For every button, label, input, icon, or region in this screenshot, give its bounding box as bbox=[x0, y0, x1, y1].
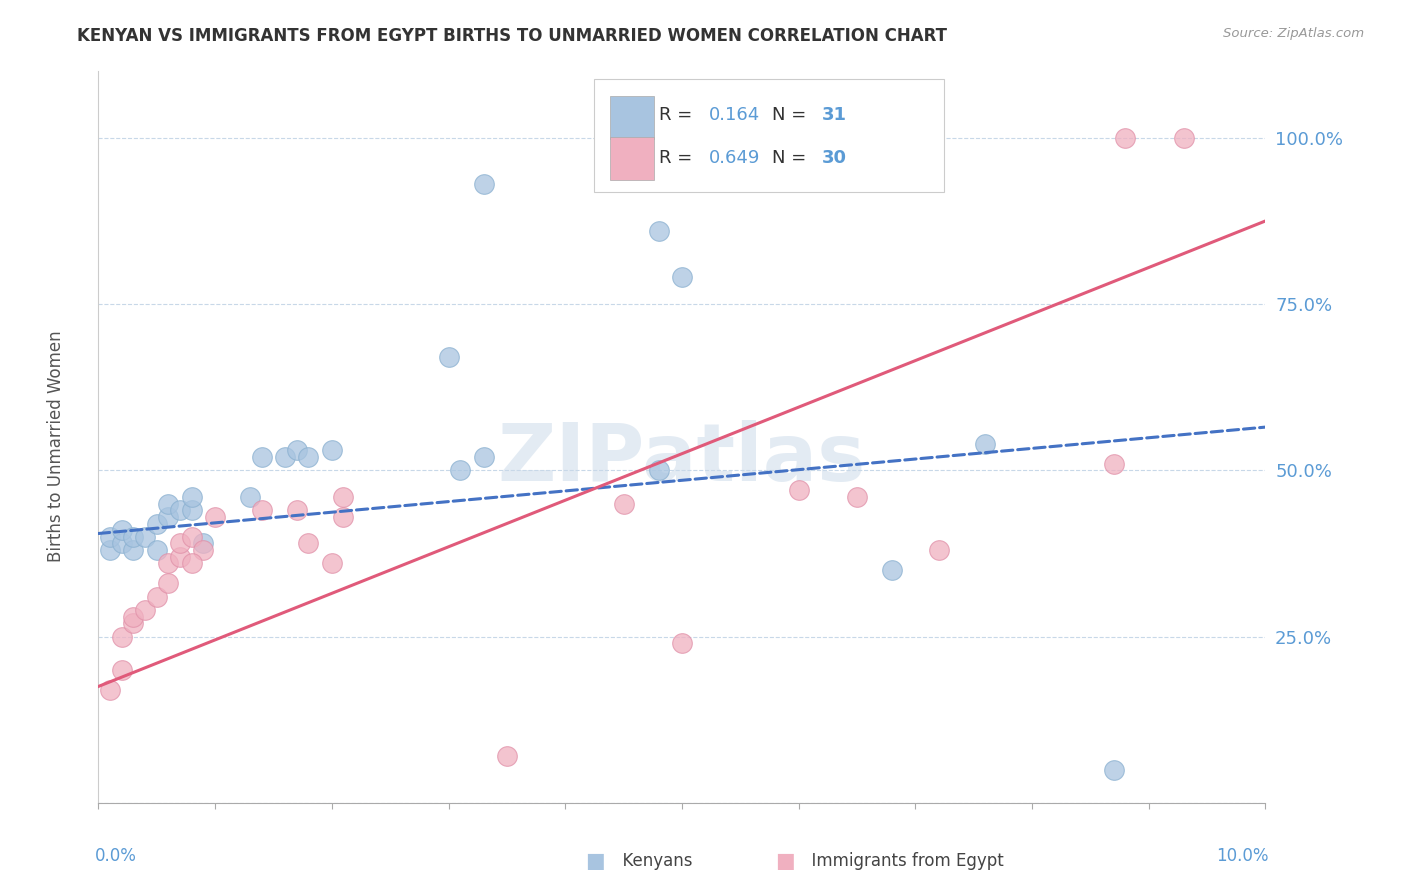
Point bbox=[647, 224, 669, 238]
Point bbox=[297, 450, 319, 464]
Point bbox=[157, 509, 180, 524]
Point bbox=[928, 543, 950, 558]
FancyBboxPatch shape bbox=[610, 96, 654, 138]
Point bbox=[449, 463, 471, 477]
Text: 0.164: 0.164 bbox=[709, 106, 761, 124]
Text: N =: N = bbox=[772, 149, 811, 168]
Point bbox=[250, 450, 273, 464]
Point bbox=[1102, 763, 1125, 777]
Point bbox=[974, 436, 997, 450]
Text: 0.649: 0.649 bbox=[709, 149, 761, 168]
Point bbox=[1173, 131, 1195, 145]
Text: Immigrants from Egypt: Immigrants from Egypt bbox=[801, 852, 1004, 870]
Point bbox=[472, 450, 495, 464]
Text: 30: 30 bbox=[823, 149, 846, 168]
Point bbox=[193, 543, 215, 558]
Text: 31: 31 bbox=[823, 106, 846, 124]
Point bbox=[180, 503, 202, 517]
Point bbox=[146, 590, 169, 604]
Point bbox=[169, 549, 191, 564]
Point bbox=[239, 490, 262, 504]
Point bbox=[321, 557, 343, 571]
Text: R =: R = bbox=[658, 149, 697, 168]
Point bbox=[111, 523, 134, 537]
Point bbox=[285, 503, 308, 517]
FancyBboxPatch shape bbox=[595, 78, 945, 192]
Point bbox=[134, 530, 156, 544]
Point bbox=[157, 497, 180, 511]
Text: N =: N = bbox=[772, 106, 811, 124]
Point bbox=[332, 509, 354, 524]
Point bbox=[146, 543, 169, 558]
Text: R =: R = bbox=[658, 106, 697, 124]
Point bbox=[880, 563, 903, 577]
Point bbox=[122, 543, 145, 558]
Point bbox=[180, 490, 202, 504]
Point bbox=[671, 270, 693, 285]
Text: ■: ■ bbox=[775, 851, 794, 871]
Point bbox=[437, 351, 460, 365]
Point bbox=[98, 543, 121, 558]
Point bbox=[169, 503, 191, 517]
Point bbox=[134, 603, 156, 617]
Point bbox=[111, 536, 134, 550]
Point bbox=[332, 490, 354, 504]
Point bbox=[1102, 457, 1125, 471]
Point bbox=[111, 663, 134, 677]
Text: 0.0%: 0.0% bbox=[96, 847, 136, 864]
Point bbox=[787, 483, 810, 498]
Point bbox=[146, 516, 169, 531]
Point bbox=[472, 178, 495, 192]
Point bbox=[285, 443, 308, 458]
Point bbox=[122, 530, 145, 544]
Point bbox=[496, 749, 519, 764]
Point bbox=[180, 557, 202, 571]
Text: ■: ■ bbox=[585, 851, 605, 871]
Point bbox=[250, 503, 273, 517]
Point bbox=[157, 557, 180, 571]
Point bbox=[122, 609, 145, 624]
Point bbox=[98, 682, 121, 697]
Point bbox=[98, 530, 121, 544]
Text: Kenyans: Kenyans bbox=[612, 852, 692, 870]
Point bbox=[612, 497, 634, 511]
Point bbox=[671, 636, 693, 650]
Text: Source: ZipAtlas.com: Source: ZipAtlas.com bbox=[1223, 27, 1364, 40]
Point bbox=[1114, 131, 1136, 145]
Point bbox=[204, 509, 226, 524]
Point bbox=[169, 536, 191, 550]
Text: 10.0%: 10.0% bbox=[1216, 847, 1268, 864]
Point bbox=[157, 576, 180, 591]
Point bbox=[274, 450, 297, 464]
Point bbox=[297, 536, 319, 550]
Text: Births to Unmarried Women: Births to Unmarried Women bbox=[48, 330, 65, 562]
Text: ZIPatlas: ZIPatlas bbox=[498, 420, 866, 498]
Point bbox=[846, 490, 869, 504]
Point bbox=[321, 443, 343, 458]
Point bbox=[647, 463, 669, 477]
Text: KENYAN VS IMMIGRANTS FROM EGYPT BIRTHS TO UNMARRIED WOMEN CORRELATION CHART: KENYAN VS IMMIGRANTS FROM EGYPT BIRTHS T… bbox=[77, 27, 948, 45]
Point bbox=[122, 616, 145, 631]
FancyBboxPatch shape bbox=[610, 137, 654, 179]
Point bbox=[193, 536, 215, 550]
Point bbox=[180, 530, 202, 544]
Point bbox=[111, 630, 134, 644]
